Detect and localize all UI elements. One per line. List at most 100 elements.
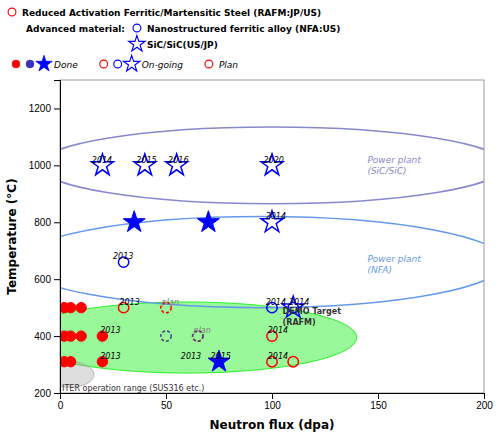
x-axis: 0 50 100 150 200 xyxy=(58,393,494,411)
legend-marker xyxy=(133,24,141,32)
legend-marker xyxy=(8,8,16,16)
x-tick: 200 xyxy=(476,393,493,411)
tick-mark xyxy=(54,279,60,280)
y-tick: 200 xyxy=(34,388,60,399)
region-label-line: DEMO Target xyxy=(283,307,342,316)
region-label-line: ITER operation range (SUS316 etc.) xyxy=(62,384,204,393)
point xyxy=(76,331,86,341)
point xyxy=(76,302,86,312)
region xyxy=(60,217,484,308)
region-label: Power plant(SiC/SiC) xyxy=(367,155,421,176)
annotation: 2015 xyxy=(136,156,156,165)
tick-label: 100 xyxy=(264,400,281,411)
legend-label: Nanostructured ferritic alloy (NFA:US) xyxy=(147,24,341,34)
tick-label: 50 xyxy=(161,400,173,411)
annotation: 2020 xyxy=(264,156,284,165)
axis-line xyxy=(54,81,61,394)
annotation: 2014 xyxy=(266,212,286,221)
legend-title: Advanced material: xyxy=(26,24,125,34)
point xyxy=(261,154,283,175)
tick-label: 1000 xyxy=(29,160,52,171)
region-label-line: (SiC/SiC) xyxy=(367,166,406,176)
tick-mark xyxy=(54,336,60,337)
tick-label: 0 xyxy=(58,400,64,411)
tick-mark xyxy=(54,165,60,166)
y-tick: 800 xyxy=(34,217,60,228)
series xyxy=(118,302,298,366)
annotation: plan xyxy=(193,326,211,335)
series xyxy=(91,154,304,317)
region xyxy=(60,302,357,373)
legend-label: Reduced Activation Ferritic/Martensitic … xyxy=(22,8,321,18)
tick-mark xyxy=(272,393,273,399)
series xyxy=(123,211,230,371)
point xyxy=(208,350,230,371)
tick-label: 200 xyxy=(34,388,51,399)
x-label: Neutron flux (dpa) xyxy=(210,418,335,432)
legend-marker xyxy=(129,35,145,51)
annotation: 2013 xyxy=(119,298,139,307)
legend-marker xyxy=(12,60,20,68)
annotation: 2015 xyxy=(211,352,231,361)
region-label: Power plant(NFA) xyxy=(367,254,421,275)
region-label: DEMO Target(RAFM) xyxy=(283,307,342,327)
legend-label: SiC/SiC(US/JP) xyxy=(147,40,218,50)
tick-mark xyxy=(166,393,167,399)
annotation: 2013 xyxy=(100,326,120,335)
axis-line xyxy=(61,394,485,400)
annotation: 2014 xyxy=(268,326,288,335)
y-tick: 1000 xyxy=(29,160,60,171)
region-label-line: Power plant xyxy=(367,155,421,165)
series xyxy=(118,257,298,313)
tick-label: 800 xyxy=(34,217,51,228)
tick-mark xyxy=(54,108,60,109)
y-tick: 600 xyxy=(34,274,60,285)
labels: DEMO Target(RAFM) ITER operation range (S… xyxy=(62,155,421,393)
legend-marker xyxy=(123,55,139,71)
point xyxy=(65,302,75,312)
legend-label: On-going xyxy=(142,60,183,70)
tick-label: 150 xyxy=(370,400,387,411)
region-label: ITER operation range (SUS316 etc.) xyxy=(62,384,204,393)
chart-container: 0 50 100 150 200 200 400 600 800 1000 1200 Neutron … xyxy=(0,0,500,437)
annotation: 2013 xyxy=(113,252,133,261)
annotation: plan xyxy=(161,298,179,307)
point xyxy=(91,154,113,175)
region-label-line: (NFA) xyxy=(367,265,392,275)
tick-label: 1200 xyxy=(29,103,52,114)
annotation: 2013 xyxy=(181,352,201,361)
legend: Reduced Activation Ferritic/Martensitic … xyxy=(8,8,340,72)
y-tick: 400 xyxy=(34,331,60,342)
annotation: 2016 xyxy=(168,156,188,165)
y-axis: 200 400 600 800 1000 1200 xyxy=(29,81,61,399)
point xyxy=(65,331,75,341)
y-tick: 1200 xyxy=(29,103,60,114)
region-label-line: Power plant xyxy=(367,254,421,264)
tick-label: 200 xyxy=(476,400,493,411)
tick-mark xyxy=(54,393,60,394)
chart-svg: 0 50 100 150 200 200 400 600 800 1000 1200 Neutron … xyxy=(0,0,500,437)
annotation: 2014 xyxy=(268,352,288,361)
annotation: 2013 xyxy=(100,352,120,361)
plot: 0 50 100 150 200 200 400 600 800 1000 1200 Neutron … xyxy=(5,80,500,432)
legend-marker xyxy=(205,60,213,68)
x-tick: 100 xyxy=(264,393,281,411)
legend-marker xyxy=(26,60,34,68)
legend-label: Done xyxy=(54,60,78,70)
point xyxy=(288,356,298,366)
tick-label: 600 xyxy=(34,274,51,285)
annotation: 2014 xyxy=(289,298,309,307)
tick-mark xyxy=(54,222,60,223)
x-tick: 50 xyxy=(161,393,173,411)
legend-label: Plan xyxy=(219,60,238,70)
x-tick: 0 xyxy=(58,393,64,411)
series xyxy=(161,302,203,341)
region xyxy=(60,127,484,204)
tick-label: 400 xyxy=(34,331,51,342)
annotation: 2014 xyxy=(92,156,112,165)
annotation: 2014 xyxy=(266,298,286,307)
x-tick: 150 xyxy=(370,393,387,411)
legend-marker xyxy=(114,60,122,68)
point xyxy=(134,154,156,175)
legend-marker xyxy=(36,55,52,71)
